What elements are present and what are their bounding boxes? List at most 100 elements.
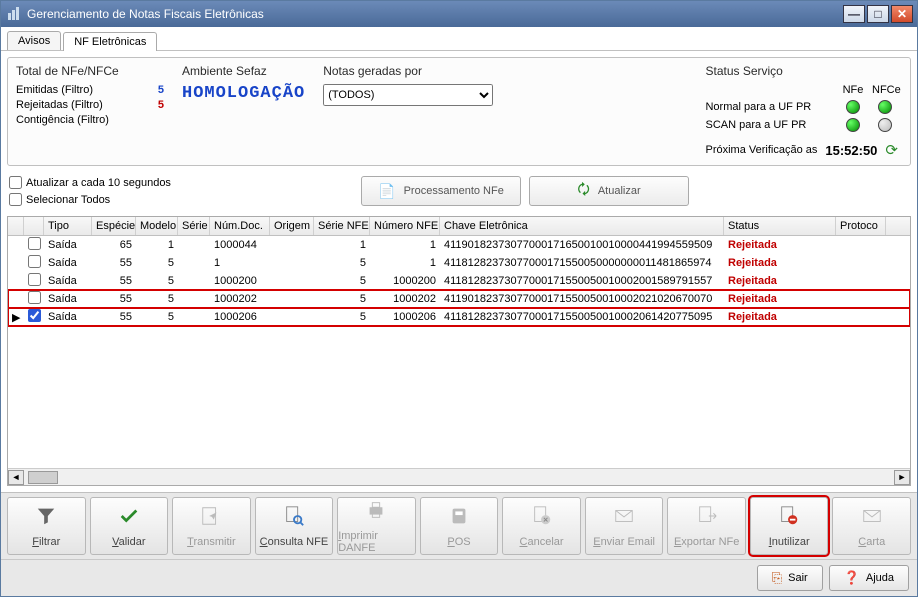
btn-sair-label: Sair [788,572,808,584]
col-origem[interactable]: Origem [270,217,314,235]
row-checkbox[interactable] [24,255,44,271]
row-checkbox[interactable] [24,291,44,307]
help-icon: ❓ [844,570,860,586]
cell-especie: 55 [92,293,136,305]
cell-especie: 55 [92,257,136,269]
mail-icon [613,505,635,533]
led-normal-nfce [878,100,892,114]
exit-icon: ⎘ [772,570,782,586]
led-normal-nfe [846,100,860,114]
chk-atualizar-cada[interactable]: Atualizar a cada 10 segundos [9,176,171,189]
tab-nf-eletronicas[interactable]: NF Eletrônicas [63,32,157,51]
options-row: Atualizar a cada 10 segundos Selecionar … [7,170,911,212]
tool-validar-label: Validar [112,536,145,548]
printer-icon [365,499,387,527]
app-icon [5,6,21,22]
bottom-bar: ⎘ Sair ❓ Ajuda [1,559,917,596]
status-group: Status Serviço NFe NFCe Normal para a UF… [705,64,902,159]
close-button[interactable]: ✕ [891,5,913,23]
tool-inutilizar-label: Inutilizar [769,536,810,548]
tool-carta-label: Carta [858,536,885,548]
totals-group: Total de NFe/NFCe Emitidas (Filtro)5 Rej… [16,64,164,126]
tool-inutilizar[interactable]: Inutilizar [750,497,829,555]
notas-select[interactable]: (TODOS) [323,84,493,106]
cell-numnfe: 1000200 [370,275,440,287]
cell-serienfe: 5 [314,293,370,305]
tool-pos: POS [420,497,499,555]
cell-especie: 65 [92,239,136,251]
col-status[interactable]: Status [724,217,836,235]
table-row[interactable]: Saída55515141181282373077000171550050000… [8,254,910,272]
cell-tipo: Saída [44,257,92,269]
col-especie[interactable]: Espécie [92,217,136,235]
btn-processamento-nfe[interactable]: 📄 Processamento NFe [361,176,521,206]
verif-label: Próxima Verificação as [705,144,817,156]
cell-chave: 4119018237307700017155005001000202102067… [440,293,724,305]
col-tipo[interactable]: Tipo [44,217,92,235]
btn-ajuda[interactable]: ❓ Ajuda [829,565,909,591]
grid-body[interactable]: Saída65110000441141190182373077000171650… [8,236,910,468]
col-chave[interactable]: Chave Eletrônica [440,217,724,235]
col-serie[interactable]: Série [178,217,210,235]
horizontal-scrollbar[interactable]: ◄ ► [8,468,910,485]
cell-tipo: Saída [44,293,92,305]
cell-status: Rejeitada [724,239,836,251]
cell-modelo: 1 [136,239,178,251]
cell-chave: 4118128237307700017155005001000206142077… [440,311,724,323]
content: Total de NFe/NFCe Emitidas (Filtro)5 Rej… [1,51,917,492]
cell-status: Rejeitada [724,257,836,269]
cell-tipo: Saída [44,311,92,323]
ambiente-value: HOMOLOGAÇÃO [182,84,305,103]
col-protocolo[interactable]: Protoco [836,217,886,235]
status-title: Status Serviço [705,64,898,78]
col-numnfe[interactable]: Número NFE [370,217,440,235]
doc-x-icon [531,505,553,533]
col-numdoc[interactable]: Núm.Doc. [210,217,270,235]
notas-group: Notas geradas por (TODOS) [323,64,493,106]
tab-avisos[interactable]: Avisos [7,31,61,50]
tool-consulta-label: Consulta NFE [260,536,328,548]
tool-exportar-label: Exportar NFe [674,536,739,548]
chk-selecionar-todos[interactable]: Selecionar Todos [9,193,171,206]
cell-numnfe: 1000202 [370,293,440,305]
send-icon [200,505,222,533]
cell-serienfe: 5 [314,257,370,269]
col-modelo[interactable]: Modelo [136,217,178,235]
tool-cancelar-label: Cancelar [520,536,564,548]
minimize-button[interactable]: — [843,5,865,23]
tool-email-label: Enviar Email [593,536,655,548]
row-checkbox[interactable] [24,309,44,325]
refresh-icon[interactable]: ⟳ [885,141,898,159]
tool-exportar: Exportar NFe [667,497,746,555]
totals-title: Total de NFe/NFCe [16,64,164,78]
status-row-scan: SCAN para a UF PR [705,119,834,131]
table-row[interactable]: Saída55510002025100020241190182373077000… [8,290,910,308]
btn-sair[interactable]: ⎘ Sair [757,565,823,591]
tool-consulta[interactable]: Consulta NFE [255,497,334,555]
emitidas-value: 5 [144,84,164,96]
table-row[interactable]: Saída65110000441141190182373077000171650… [8,236,910,254]
table-row[interactable]: Saída55510002005100020041181282373077000… [8,272,910,290]
led-scan-nfe [846,118,860,132]
ambiente-title: Ambiente Sefaz [182,64,305,78]
cell-modelo: 5 [136,293,178,305]
export-icon [696,505,718,533]
col-serienfe[interactable]: Série NFE [314,217,370,235]
ambiente-group: Ambiente Sefaz HOMOLOGAÇÃO [182,64,305,103]
status-row-normal: Normal para a UF PR [705,101,834,113]
check-icon [118,505,140,533]
cell-serienfe: 5 [314,311,370,323]
row-checkbox[interactable] [24,273,44,289]
table-row[interactable]: ▶Saída5551000206510002064118128237307700… [8,308,910,326]
verif-time: 15:52:50 [825,143,877,158]
doc-gear-icon: 📄 [378,183,395,200]
tool-filtrar[interactable]: Filtrar [7,497,86,555]
cell-numdoc: 1000202 [210,293,270,305]
maximize-button[interactable]: □ [867,5,889,23]
summary-panel: Total de NFe/NFCe Emitidas (Filtro)5 Rej… [7,57,911,166]
tool-imprimir-label: Imprimir DANFE [338,530,415,554]
tool-validar[interactable]: Validar [90,497,169,555]
cell-numdoc: 1 [210,257,270,269]
btn-atualizar[interactable]: 🗘 Atualizar [529,176,689,206]
row-checkbox[interactable] [24,237,44,253]
